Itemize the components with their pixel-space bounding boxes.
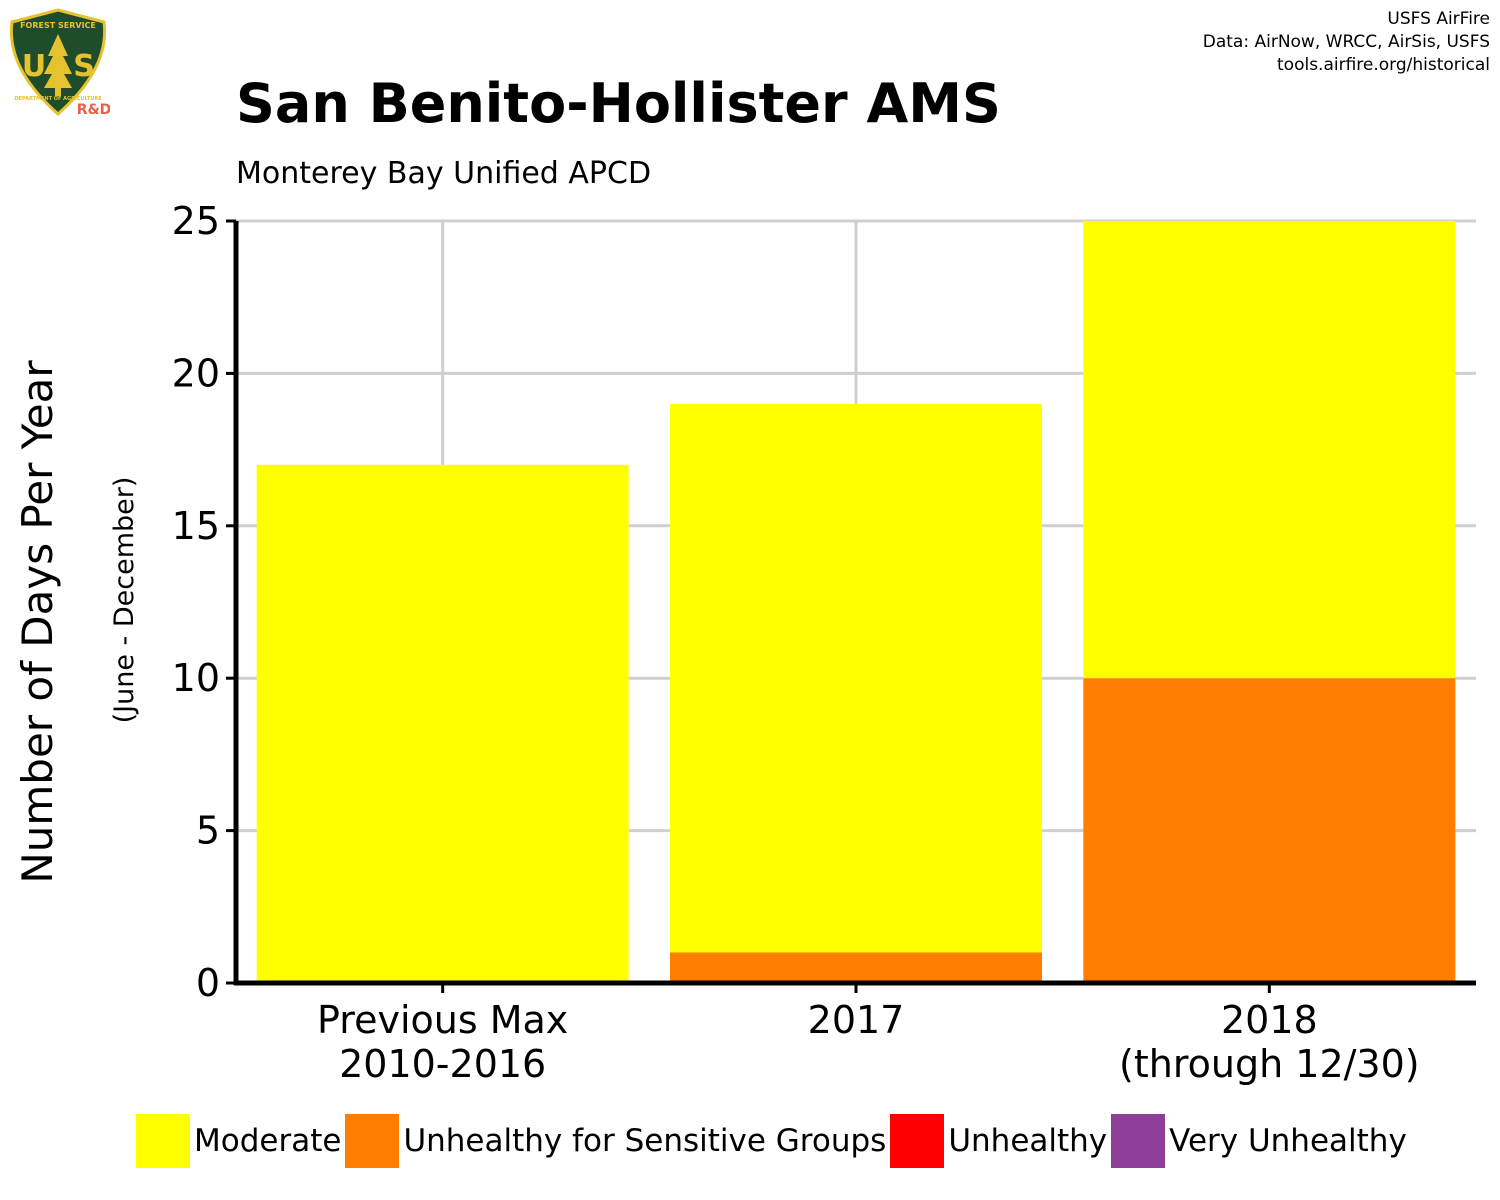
chart-title: San Benito-Hollister AMS [236,72,1001,135]
logo-bottom-text: DEPARTMENT OF AGRICULTURE [14,96,102,102]
legend-label: Very Unhealthy [1169,1123,1407,1159]
y-axis-title: Number of Days Per Year [13,360,62,884]
legend-swatch [345,1114,400,1168]
axes [226,219,1476,993]
bar-segment-unhealthy-for-sensitive-groups [1083,678,1456,983]
y-tick-label: 10 [172,656,220,700]
legend-label: Moderate [194,1123,342,1159]
credit-org: USFS AirFire [1387,9,1490,29]
logo-letter-u: U [22,49,46,84]
x-tick-label: 2018 (through 12/30) [1119,998,1420,1086]
legend-item: Unhealthy [890,1114,1107,1168]
y-axis-subtitle: (June - December) [109,477,140,724]
bar-segment-moderate [670,403,1042,953]
bar-segment-unhealthy-for-sensitive-groups [670,952,1042,983]
usfs-logo: FOREST SERVICE U S DEPARTMENT OF AGRICULTUR… [6,8,111,120]
legend-swatch [890,1114,945,1168]
x-tick-label: Previous Max 2010-2016 [317,998,568,1086]
y-tick-label: 0 [196,961,220,1005]
credit-data-sources: Data: AirNow, WRCC, AirSis, USFS [1202,32,1490,52]
chart-subtitle: Monterey Bay Unified APCD [236,156,652,191]
logo-letter-s: S [73,49,95,84]
legend-label: Unhealthy [948,1123,1108,1159]
y-tick-label: 5 [196,809,220,853]
bars [256,221,1456,984]
logo-rd-badge: R&D [77,102,110,118]
usfs-shield-icon: FOREST SERVICE U S DEPARTMENT OF AGRICULTUR… [9,8,111,118]
legend-item: Very Unhealthy [1111,1114,1407,1168]
legend-label: Unhealthy for Sensitive Groups [403,1123,887,1159]
bar-segment-moderate [256,464,629,984]
legend-swatch [1111,1114,1166,1168]
bar-chart: 0 5 10 15 20 25 Previous Max 2010-2016 2017 2018(… [13,199,1476,1086]
chart-legend: Moderate Unhealthy for Sensitive Groups Un… [136,1114,1411,1168]
logo-top-text: FOREST SERVICE [20,21,96,30]
bar-segment-moderate [1083,221,1456,679]
credit-url: tools.airfire.org/historical [1277,55,1490,75]
y-tick-label: 25 [172,199,220,243]
legend-swatch [136,1114,190,1168]
source-credits: USFS AirFire Data: AirNow, WRCC, AirSis,… [1203,8,1490,77]
y-tick-label: 20 [172,351,220,395]
y-tick-label: 15 [172,504,220,548]
axis-labels: 0 5 10 15 20 25 Previous Max 2010-2016 2017 2018(… [13,199,1420,1086]
x-tick-label: 2017 [808,998,905,1042]
legend-item: Moderate [136,1114,341,1168]
legend-item: Unhealthy for Sensitive Groups [345,1114,886,1168]
